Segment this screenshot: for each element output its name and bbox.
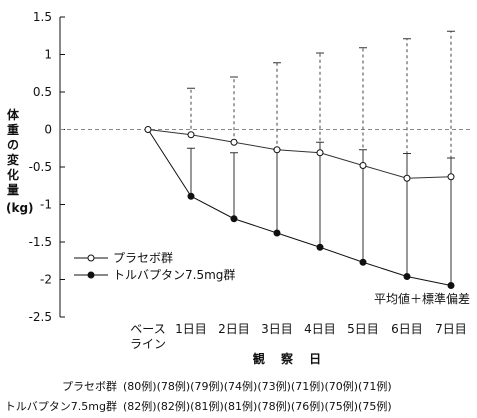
placebo-point (273, 146, 281, 154)
x-axis-title: 観 察 日 (252, 352, 328, 366)
x-tick-label: ベースライン (130, 322, 166, 351)
y-axis-title: 体重の変化量 (6, 108, 19, 197)
y-tick-label: -2.5 (29, 310, 52, 324)
chart-axes: 1.5 1 0.5 0 -0.5 -1 -1.5 -2 -2.5 ベースライン 1日目 2日目 3日目 4… (29, 10, 472, 351)
placebo-point (187, 131, 195, 139)
y-tick-label: -0.5 (29, 160, 52, 174)
n-count-row-placebo: プラセボ群 (80例)(78例)(79例)(74例)(73例)(71例)(70例)… (0, 378, 392, 394)
series-points (144, 126, 455, 289)
placebo-line (147, 129, 452, 179)
n-count-values: (82例)(82例)(81例)(81例)(78例)(76例)(75例)(75例) (123, 400, 392, 413)
placebo-point (447, 173, 455, 181)
y-tick-label: -1 (40, 198, 52, 212)
x-tick-label: 3日目 (261, 322, 293, 336)
tolvaptan-line (147, 129, 452, 286)
legend-marker (87, 271, 95, 279)
y-tick-label: 0.5 (33, 85, 52, 99)
x-tick-label: 7日目 (435, 322, 467, 336)
y-axis-label: 体重の変化量 (kg) (6, 108, 34, 216)
x-tick-label: 2日目 (218, 322, 250, 336)
placebo-point (230, 138, 238, 146)
n-count-row-tolvaptan: トルバプタン7.5mg群 (82例)(82例)(81例)(81例)(78例)(76… (0, 398, 392, 414)
legend-marker (87, 254, 95, 262)
placebo-point (316, 149, 324, 157)
x-tick-label: 6日目 (391, 322, 423, 336)
y-tick-label: -2 (40, 273, 52, 287)
tolvaptan-point (316, 243, 324, 251)
tolvaptan-point (187, 192, 195, 200)
placebo-point (359, 162, 367, 169)
error-bars (187, 30, 455, 286)
tolvaptan-point (359, 258, 367, 266)
x-tick-label: 5日目 (347, 322, 379, 336)
tolvaptan-point (273, 229, 281, 237)
y-tick-label: 0 (44, 123, 52, 137)
y-tick-label: 1.5 (33, 10, 52, 24)
legend-label: プラセボ群 (113, 251, 173, 265)
y-axis-unit: (kg) (6, 201, 34, 215)
error-bar-note: 平均値＋標準偏差 (374, 291, 470, 306)
tolvaptan-point (447, 282, 455, 289)
y-tick-label: -1.5 (29, 235, 52, 249)
tolvaptan-point (403, 273, 411, 280)
x-tick-label: 4日目 (304, 322, 336, 336)
n-count-label: トルバプタン7.5mg群 (4, 400, 117, 413)
y-tick-label: 1 (44, 48, 52, 62)
legend-label: トルバプタン7.5mg群 (113, 268, 235, 282)
x-tick-label: 1日目 (175, 322, 207, 336)
placebo-point (144, 126, 152, 133)
n-count-values: (80例)(78例)(79例)(74例)(73例)(71例)(70例)(71例) (123, 380, 392, 393)
series-lines (147, 129, 452, 286)
tolvaptan-point (230, 215, 238, 223)
n-count-label: プラセボ群 (62, 380, 117, 393)
placebo-point (403, 174, 411, 182)
